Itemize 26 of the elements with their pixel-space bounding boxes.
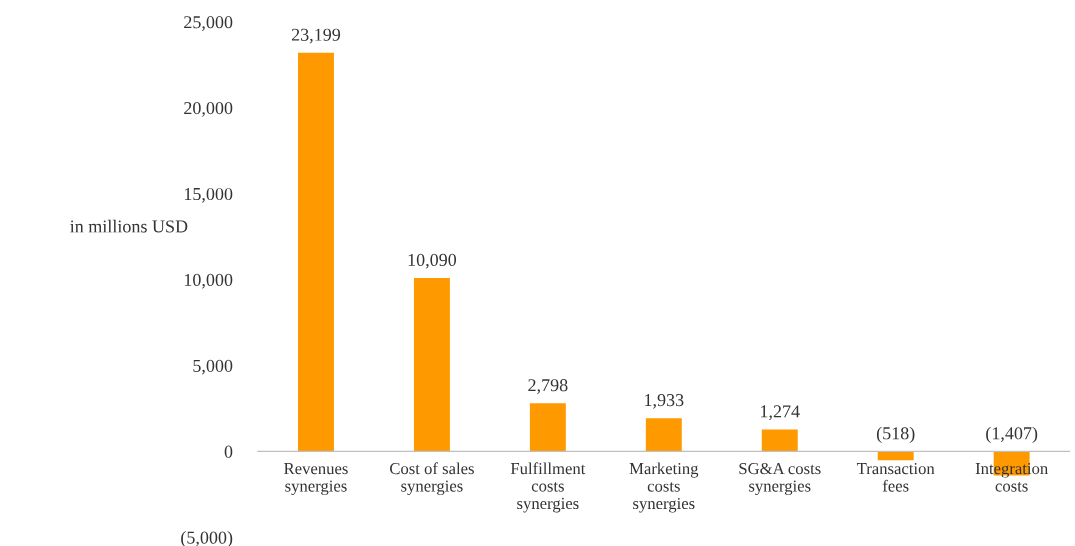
bar: [529, 403, 566, 452]
y-tick-label: 25,000: [184, 16, 233, 31]
x-tick-label: Transaction fees: [856, 463, 935, 492]
y-tick-label: 0: [224, 445, 233, 458]
data-label: (518): [876, 426, 915, 444]
bar: [877, 451, 914, 461]
data-label: 2,798: [528, 379, 568, 394]
data-label: 23,199: [291, 28, 341, 44]
y-tick-label: 20,000: [184, 102, 233, 117]
bar: [413, 278, 450, 452]
x-tick-label: Marketing costs synergies: [629, 462, 699, 513]
y-axis-title: in millions USD: [70, 219, 188, 233]
y-tick-label: 10,000: [184, 273, 233, 289]
x-tick-label: Revenues synergies: [284, 463, 348, 496]
y-tick-label: 15,000: [184, 187, 233, 203]
y-tick-label: 5,000: [193, 359, 233, 375]
data-label: 1,933: [645, 394, 684, 409]
data-label: 1,274: [761, 405, 800, 421]
x-tick-label: SG&A costs synergies: [739, 462, 821, 496]
x-tick-label: Cost of sales synergies: [390, 462, 474, 496]
bar: [761, 429, 798, 452]
x-tick-label: Fulfillment costs synergies: [510, 462, 586, 513]
bar: [645, 418, 682, 452]
data-label: (1,407): [986, 426, 1038, 444]
data-label: 10,090: [408, 253, 457, 269]
bar: [298, 52, 334, 452]
